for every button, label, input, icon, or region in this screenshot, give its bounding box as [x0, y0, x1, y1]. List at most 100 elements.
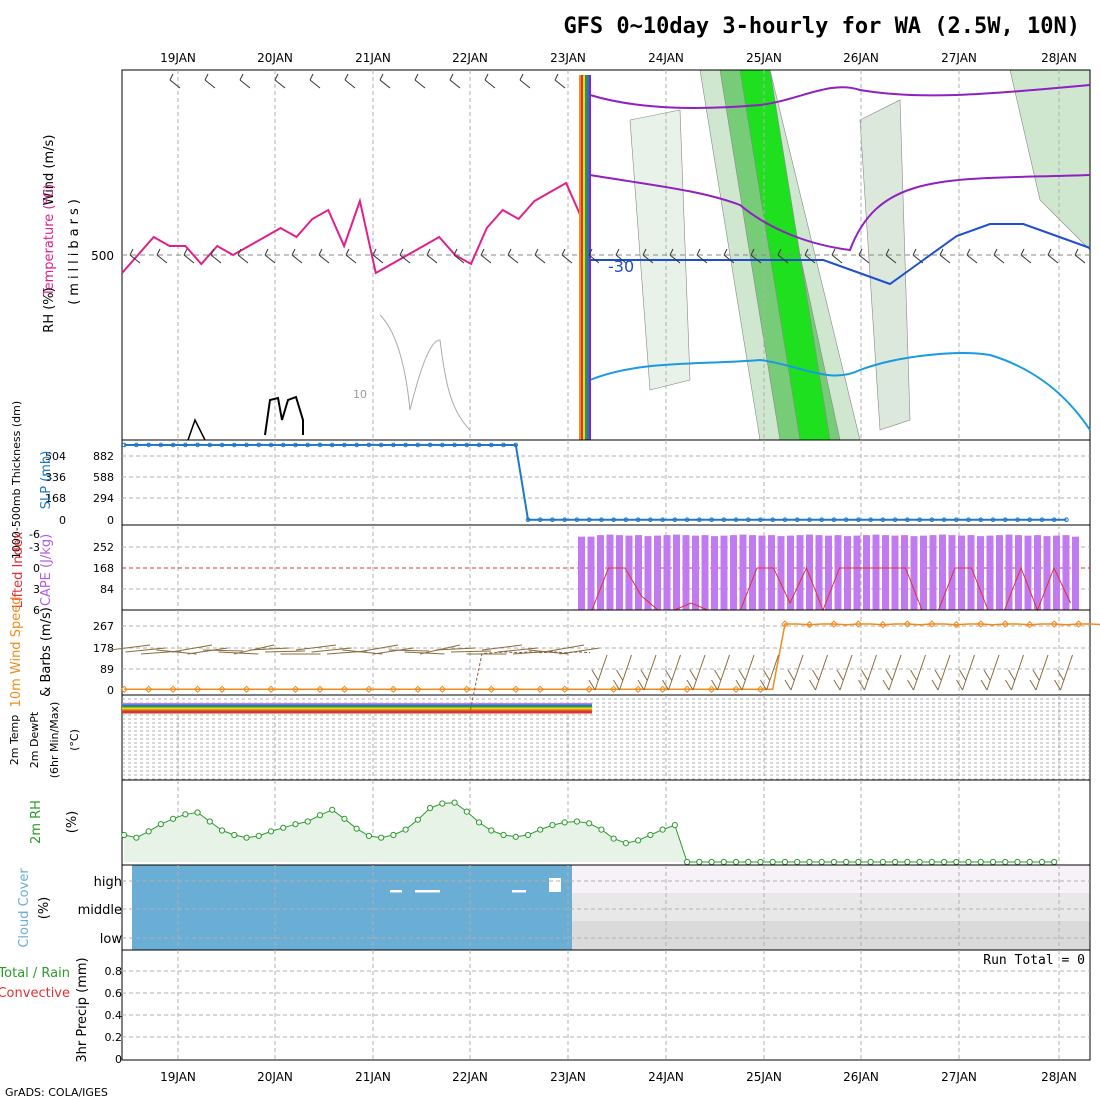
- surface-barb: [357, 644, 399, 653]
- temperature-line: [121, 181, 583, 275]
- wind-ytick: 178: [93, 642, 114, 655]
- wind-barb-500mb: [777, 248, 789, 264]
- rh-point: [622, 840, 629, 847]
- cape-bar: [692, 535, 699, 610]
- bottom-date-label: 22JAN: [452, 1070, 488, 1084]
- cape-bar: [796, 535, 804, 610]
- slp-point: [990, 517, 996, 523]
- cloud-gap: [512, 890, 526, 893]
- wind-barb-500mb: [750, 248, 762, 264]
- cloud-axis-labels: Cloud Cover (%): [17, 868, 52, 948]
- contour-label-minus30: -30: [608, 257, 634, 276]
- rh-point: [610, 835, 617, 842]
- surface-barb: [187, 647, 228, 655]
- wind-speed-point: [1001, 620, 1009, 628]
- rh-point: [904, 858, 911, 866]
- wind-ytick: 0: [107, 684, 114, 697]
- cape-bar: [891, 535, 899, 610]
- surface-barb: [980, 654, 1000, 691]
- slp-point: [1027, 517, 1033, 523]
- rh-point: [145, 828, 152, 835]
- surface-barb: [1054, 654, 1073, 691]
- slp-point: [195, 442, 200, 448]
- wind-speed-point: [977, 620, 985, 628]
- slp-point: [880, 517, 886, 523]
- bottom-date-label: 23JAN: [550, 1070, 586, 1084]
- wind-barb-500mb: [1047, 248, 1059, 264]
- wind-barb-500mb: [210, 248, 222, 264]
- slp-point: [599, 517, 604, 523]
- slp-point: [868, 517, 873, 523]
- surface-barb: [907, 654, 926, 691]
- rh-point: [696, 858, 703, 866]
- precip-ytick: 0.2: [105, 1031, 123, 1044]
- wind-speed-point: [414, 685, 422, 693]
- top-date-label: 28JAN: [1041, 51, 1077, 65]
- slp-axis-labels: 1000-500mb Thickness (dm) SLP (mb): [10, 401, 54, 559]
- slp-point: [391, 442, 396, 448]
- slp-point: [819, 517, 824, 523]
- slp-point: [170, 442, 176, 448]
- wind-barb-500mb: [669, 248, 681, 264]
- top-date-label: 21JAN: [355, 51, 391, 65]
- wind-speed-point: [169, 685, 177, 693]
- slp-point: [440, 442, 445, 448]
- rh-point: [439, 800, 446, 807]
- slp-point: [843, 517, 849, 523]
- wind-barb-500mb: [696, 248, 708, 264]
- li-ytick: 0: [33, 562, 40, 575]
- rh-point: [769, 858, 776, 866]
- wind-ylabel-1: 10m Wind Speed: [9, 597, 24, 708]
- slp-point: [317, 442, 323, 448]
- slp-point: [672, 517, 678, 523]
- contour-grey-10: [379, 314, 471, 431]
- wind-barb-top: [484, 73, 496, 89]
- surface-barb: [202, 649, 244, 652]
- wind-barb-top: [344, 73, 356, 89]
- rh-point: [524, 831, 532, 839]
- wind-barb-500mb: [264, 248, 276, 264]
- wind-barb-top: [309, 73, 321, 89]
- cape-ytick: 84: [100, 583, 114, 596]
- slp-point: [121, 442, 127, 448]
- cape-ytick: 252: [93, 541, 114, 554]
- rh-point: [745, 858, 752, 866]
- top-date-label: 25JAN: [746, 51, 782, 65]
- rh-point: [708, 858, 715, 866]
- rh-point: [292, 821, 299, 828]
- surface-barb: [543, 644, 585, 653]
- slp-point: [1051, 517, 1057, 523]
- rh-point: [965, 858, 972, 866]
- wind-speed-point: [634, 685, 642, 693]
- bottom-date-label: 26JAN: [843, 1070, 879, 1084]
- rh-point: [671, 822, 678, 829]
- slp-point: [574, 517, 580, 523]
- slp-point: [476, 442, 482, 448]
- wind-barb-500mb: [480, 248, 492, 264]
- surface-barb: [613, 654, 632, 691]
- surface-barb: [435, 647, 476, 651]
- rh-point: [549, 822, 556, 829]
- wind-speed-point: [340, 685, 349, 693]
- wind-speed-point: [316, 685, 324, 693]
- rh-point: [329, 806, 336, 813]
- wind-speed-point: [903, 620, 912, 628]
- slp-point: [745, 517, 751, 523]
- rh-point: [806, 858, 813, 866]
- surface-barb: [249, 647, 290, 651]
- wind-speed-point: [781, 620, 789, 628]
- cape-bar: [1034, 535, 1041, 610]
- slp-point: [697, 517, 702, 523]
- wind-barb-500mb: [291, 248, 303, 264]
- cape-bar: [986, 535, 994, 610]
- slp-point: [452, 442, 457, 448]
- wind-barb-top: [449, 73, 461, 89]
- rh-point: [818, 858, 825, 866]
- wind-barb-500mb: [507, 248, 519, 264]
- cape-bar: [673, 534, 680, 610]
- bottom-date-label: 27JAN: [941, 1070, 977, 1084]
- slp-point: [280, 442, 286, 448]
- rh-point: [157, 821, 164, 828]
- cloud-ytick: middle: [78, 903, 122, 918]
